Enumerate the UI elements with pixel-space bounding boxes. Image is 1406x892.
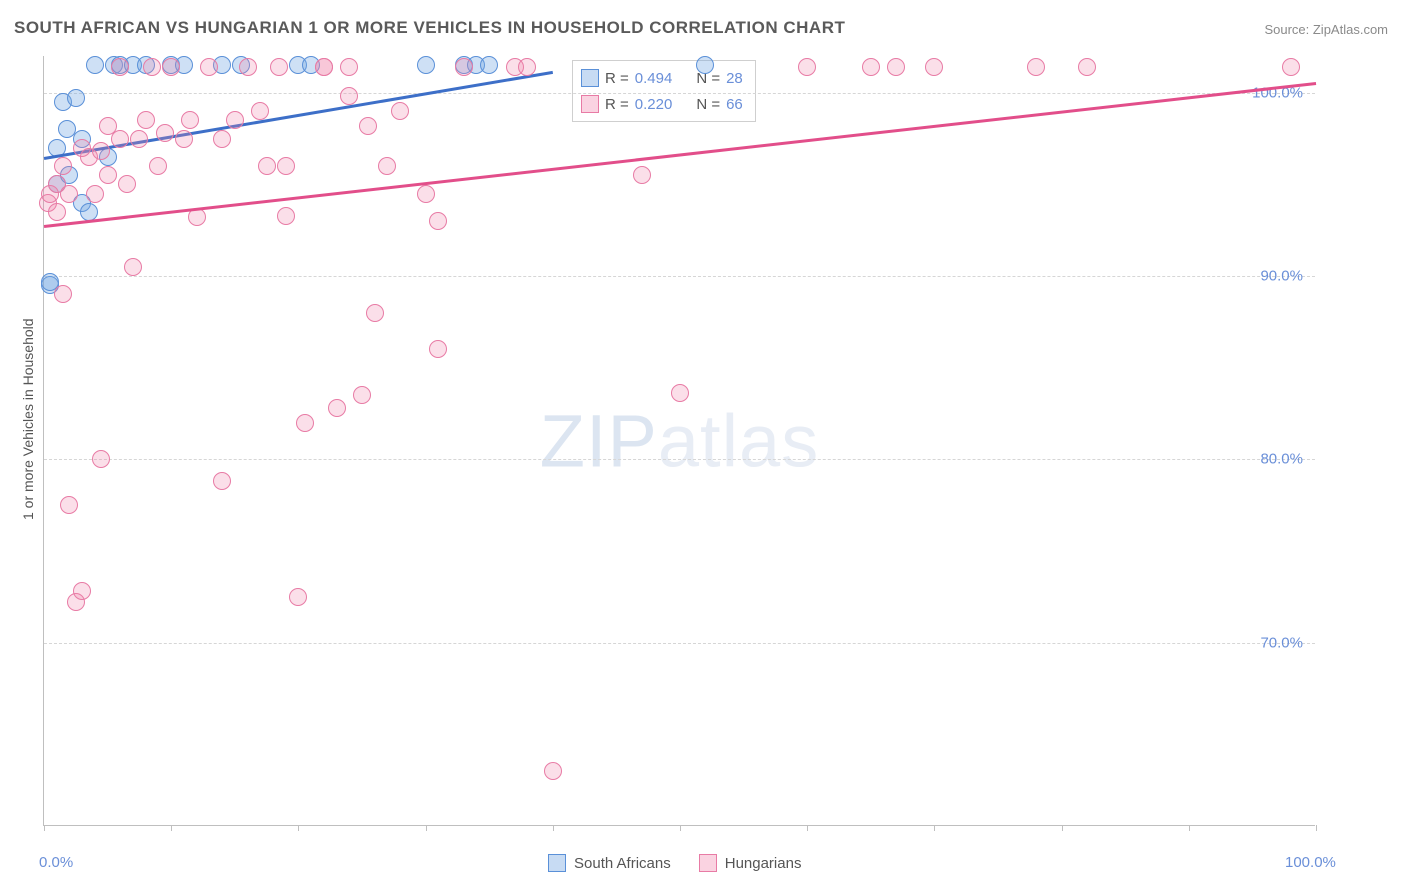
scatter-point [1027, 58, 1045, 76]
bottom-legend: South Africans Hungarians [548, 854, 801, 872]
x-tick [298, 825, 299, 831]
y-tick-label: 80.0% [1260, 451, 1303, 468]
scatter-point [239, 58, 257, 76]
scatter-point [1078, 58, 1096, 76]
scatter-point [111, 58, 129, 76]
scatter-point [340, 58, 358, 76]
scatter-point [315, 58, 333, 76]
scatter-point [130, 130, 148, 148]
x-tick [680, 825, 681, 831]
scatter-point [696, 56, 714, 74]
legend-square-pink-icon [699, 854, 717, 872]
source-label: Source: ZipAtlas.com [1264, 22, 1388, 37]
scatter-point [277, 207, 295, 225]
scatter-point [48, 203, 66, 221]
correlation-legend: R = 0.494 N = 28 R = 0.220 N = 66 [572, 60, 756, 122]
scatter-point [289, 588, 307, 606]
y-tick-label: 90.0% [1260, 268, 1303, 285]
scatter-point [226, 111, 244, 129]
scatter-point [124, 258, 142, 276]
scatter-point [67, 89, 85, 107]
scatter-point [251, 102, 269, 120]
scatter-point [111, 130, 129, 148]
legend-item-hungarians: Hungarians [699, 854, 802, 872]
legend-item-south-africans: South Africans [548, 854, 671, 872]
gridline [44, 643, 1315, 644]
scatter-point [429, 340, 447, 358]
scatter-point [86, 185, 104, 203]
x-tick [1189, 825, 1190, 831]
scatter-point [162, 58, 180, 76]
scatter-point [213, 472, 231, 490]
gridline [44, 93, 1315, 94]
scatter-point [80, 203, 98, 221]
legend-square-blue-icon [548, 854, 566, 872]
scatter-point [391, 102, 409, 120]
scatter-point [340, 87, 358, 105]
watermark: ZIPatlas [540, 398, 819, 483]
scatter-point [60, 496, 78, 514]
scatter-point [671, 384, 689, 402]
x-tick [934, 825, 935, 831]
scatter-point [60, 185, 78, 203]
scatter-point [296, 414, 314, 432]
scatter-point [429, 212, 447, 230]
x-tick [1062, 825, 1063, 831]
scatter-point [156, 124, 174, 142]
scatter-point [54, 285, 72, 303]
scatter-point [633, 166, 651, 184]
gridline [44, 459, 1315, 460]
plot-area: ZIPatlas R = 0.494 N = 28 R = 0.220 N = … [43, 56, 1315, 826]
scatter-point [92, 450, 110, 468]
scatter-point [417, 56, 435, 74]
x-tick [553, 825, 554, 831]
scatter-point [366, 304, 384, 322]
x-tick [44, 825, 45, 831]
scatter-point [73, 582, 91, 600]
gridline [44, 276, 1315, 277]
scatter-point [353, 386, 371, 404]
legend-row-pink: R = 0.220 N = 66 [581, 91, 743, 117]
scatter-point [175, 130, 193, 148]
scatter-point [544, 762, 562, 780]
scatter-point [798, 58, 816, 76]
scatter-point [213, 130, 231, 148]
x-tick [807, 825, 808, 831]
scatter-point [887, 58, 905, 76]
scatter-point [86, 56, 104, 74]
scatter-point [258, 157, 276, 175]
scatter-point [143, 58, 161, 76]
scatter-point [359, 117, 377, 135]
legend-square-pink [581, 95, 599, 113]
x-label-right: 100.0% [1285, 854, 1336, 871]
scatter-point [862, 58, 880, 76]
scatter-point [200, 58, 218, 76]
x-tick [1316, 825, 1317, 831]
scatter-point [92, 142, 110, 160]
legend-row-blue: R = 0.494 N = 28 [581, 65, 743, 91]
scatter-point [99, 166, 117, 184]
scatter-point [181, 111, 199, 129]
legend-square-blue [581, 69, 599, 87]
x-tick [171, 825, 172, 831]
chart-title: SOUTH AFRICAN VS HUNGARIAN 1 OR MORE VEH… [14, 18, 845, 38]
scatter-point [1282, 58, 1300, 76]
scatter-point [378, 157, 396, 175]
scatter-point [149, 157, 167, 175]
scatter-point [518, 58, 536, 76]
scatter-point [417, 185, 435, 203]
scatter-point [277, 157, 295, 175]
scatter-point [270, 58, 288, 76]
scatter-point [925, 58, 943, 76]
scatter-point [455, 58, 473, 76]
scatter-point [137, 111, 155, 129]
y-tick-label: 70.0% [1260, 634, 1303, 651]
scatter-point [118, 175, 136, 193]
x-tick [426, 825, 427, 831]
scatter-point [54, 157, 72, 175]
y-axis-label: 1 or more Vehicles in Household [20, 318, 36, 520]
x-label-left: 0.0% [39, 854, 73, 871]
scatter-point [480, 56, 498, 74]
scatter-point [328, 399, 346, 417]
